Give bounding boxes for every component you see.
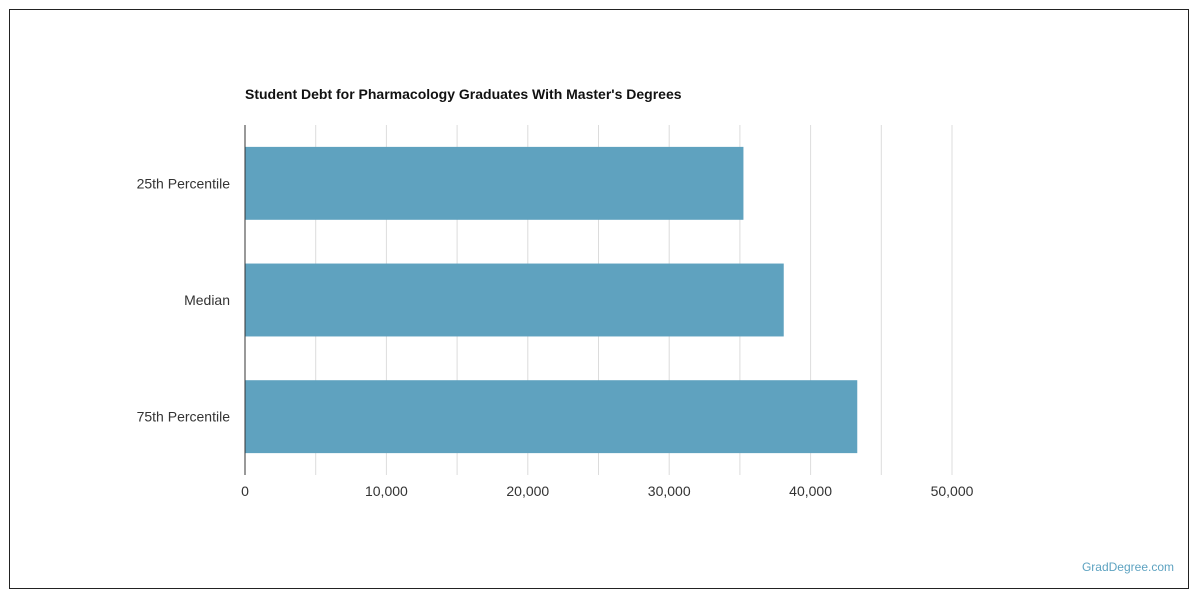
chart-title: Student Debt for Pharmacology Graduates … <box>245 86 682 102</box>
category-label: Median <box>184 292 230 308</box>
bars <box>245 146 858 454</box>
x-tick-label: 30,000 <box>648 483 691 499</box>
x-tick-label: 0 <box>241 483 249 499</box>
bar[interactable] <box>245 263 784 337</box>
chart-frame: Student Debt for Pharmacology Graduates … <box>9 9 1189 589</box>
x-tick-label: 40,000 <box>789 483 832 499</box>
category-label: 25th Percentile <box>137 175 231 191</box>
axes: 25th Percentile Median 75th Percentile 0 10,… <box>137 125 974 499</box>
bar[interactable] <box>245 146 744 220</box>
x-tick-label: 10,000 <box>365 483 408 499</box>
bar[interactable] <box>245 380 858 454</box>
bar-chart: Student Debt for Pharmacology Graduates … <box>137 86 974 499</box>
x-tick-label: 20,000 <box>506 483 549 499</box>
x-tick-label: 50,000 <box>931 483 974 499</box>
category-label: 75th Percentile <box>137 409 231 425</box>
source-credit[interactable]: GradDegree.com <box>1081 560 1174 574</box>
